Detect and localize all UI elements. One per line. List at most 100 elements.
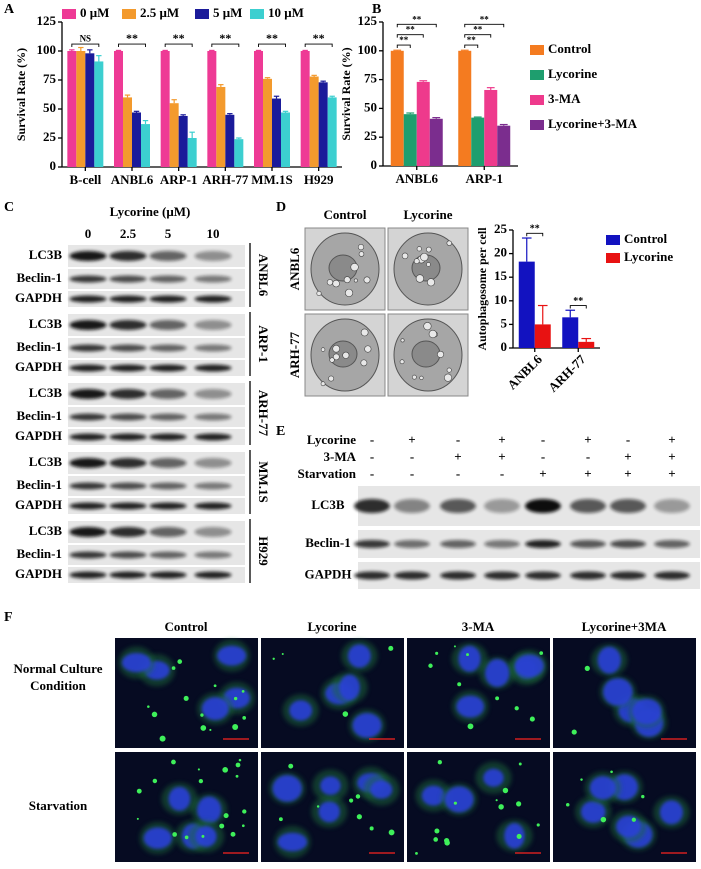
cell-nucleus bbox=[347, 644, 371, 668]
lane-label: 10 bbox=[207, 226, 220, 241]
protein-label: Beclin-1 bbox=[17, 339, 63, 354]
bar bbox=[562, 317, 579, 348]
lc3-puncta bbox=[349, 798, 354, 803]
blot-band bbox=[194, 551, 232, 559]
bar bbox=[216, 86, 226, 167]
em-vesicle bbox=[360, 328, 369, 337]
y-tick-label: 0 bbox=[50, 158, 57, 173]
cell-nucleus bbox=[444, 786, 474, 813]
blot-title: Lycorine (μM) bbox=[110, 204, 191, 219]
lc3-puncta bbox=[641, 794, 645, 799]
condition-sign: - bbox=[626, 432, 630, 447]
blot-band bbox=[149, 433, 187, 441]
blot-band bbox=[194, 389, 232, 399]
em-vesicle bbox=[342, 351, 350, 359]
y-axis-label: Survival Rate (%) bbox=[339, 47, 353, 140]
em-vesicle bbox=[328, 375, 335, 382]
lc3-puncta bbox=[281, 652, 284, 655]
significance-bracket bbox=[211, 43, 240, 48]
condition-sign: + bbox=[668, 432, 675, 447]
y-tick-label: 100 bbox=[358, 42, 378, 57]
cell-nucleus bbox=[272, 775, 302, 802]
cell-line-label: ANBL6 bbox=[256, 254, 271, 297]
condition-sign: - bbox=[370, 449, 374, 464]
protein-label: LC3B bbox=[311, 497, 345, 512]
condition-sign: + bbox=[584, 466, 591, 481]
em-vesicle bbox=[399, 359, 405, 365]
blot-band bbox=[69, 502, 107, 510]
em-vesicle bbox=[329, 357, 335, 363]
cell-nucleus bbox=[504, 822, 525, 849]
condition-sign: + bbox=[668, 449, 675, 464]
lc3-puncta bbox=[159, 735, 166, 742]
bar bbox=[534, 324, 551, 348]
y-tick-label: 75 bbox=[43, 71, 57, 86]
bar bbox=[497, 125, 511, 166]
bar bbox=[225, 114, 235, 167]
blot-band bbox=[109, 571, 147, 579]
blot-band bbox=[194, 502, 232, 510]
lc3-puncta bbox=[356, 814, 362, 820]
bar bbox=[281, 112, 290, 167]
blot-band bbox=[570, 499, 606, 513]
significance-label: ** bbox=[173, 31, 185, 45]
bar bbox=[141, 124, 150, 167]
em-vesicle bbox=[363, 276, 371, 284]
legend-swatch bbox=[530, 120, 544, 130]
blot-band bbox=[194, 413, 232, 421]
em-vesicle bbox=[413, 258, 420, 264]
y-axis-label: Autophagosome per cell bbox=[475, 227, 489, 351]
protein-label: GAPDH bbox=[15, 290, 62, 305]
condition-sign: + bbox=[668, 466, 675, 481]
em-vesicle bbox=[350, 263, 359, 272]
y-tick-label: 75 bbox=[364, 71, 378, 86]
cell-line-label: ARH-77 bbox=[256, 390, 271, 437]
panel-letter: D bbox=[276, 200, 286, 215]
bar bbox=[67, 51, 77, 167]
legend-label: Lycorine+3-MA bbox=[548, 116, 638, 131]
significance-label: ** bbox=[313, 31, 325, 45]
x-tick-label: ANBL6 bbox=[395, 171, 438, 186]
y-tick-label: 125 bbox=[358, 13, 378, 28]
cell-nucleus bbox=[603, 678, 633, 706]
significance-label: ** bbox=[412, 14, 422, 24]
legend-swatch bbox=[530, 45, 544, 55]
blot-band bbox=[440, 540, 476, 548]
blot-band bbox=[109, 344, 147, 352]
bar bbox=[94, 61, 104, 167]
cell-nucleus bbox=[580, 800, 606, 823]
lc3-puncta bbox=[342, 711, 349, 717]
blot-band bbox=[570, 540, 606, 548]
protein-label: Beclin-1 bbox=[305, 535, 351, 550]
blot-band bbox=[149, 251, 187, 261]
cell-nucleus bbox=[320, 776, 341, 795]
protein-label: GAPDH bbox=[15, 497, 62, 512]
blot-band bbox=[69, 295, 107, 303]
blot-band bbox=[194, 527, 232, 537]
cell-line-label: MM.1S bbox=[256, 461, 271, 503]
em-vesicle bbox=[423, 322, 432, 331]
lc3-puncta bbox=[197, 768, 200, 771]
blot-band bbox=[484, 571, 520, 580]
lc3-puncta bbox=[518, 762, 522, 766]
blot-band bbox=[484, 499, 520, 513]
em-vesicle bbox=[358, 251, 365, 257]
protein-label: Beclin-1 bbox=[17, 408, 63, 423]
blot-band bbox=[194, 482, 232, 490]
cell-nucleus bbox=[168, 786, 191, 811]
significance-label: ** bbox=[266, 31, 278, 45]
condition-sign: + bbox=[408, 432, 415, 447]
lc3-puncta bbox=[242, 716, 247, 720]
condition-sign: - bbox=[410, 449, 414, 464]
lc3-puncta bbox=[610, 770, 613, 774]
significance-bracket bbox=[396, 44, 411, 49]
significance-bracket bbox=[464, 44, 479, 49]
blot-band bbox=[194, 571, 232, 579]
lc3-puncta bbox=[235, 774, 239, 778]
cell-nucleus bbox=[195, 825, 217, 847]
bar bbox=[123, 97, 132, 167]
y-tick-label: 5 bbox=[501, 315, 508, 330]
x-tick-label: ARH-77 bbox=[545, 351, 589, 395]
blot-band bbox=[149, 364, 187, 372]
blot-band bbox=[69, 571, 107, 579]
